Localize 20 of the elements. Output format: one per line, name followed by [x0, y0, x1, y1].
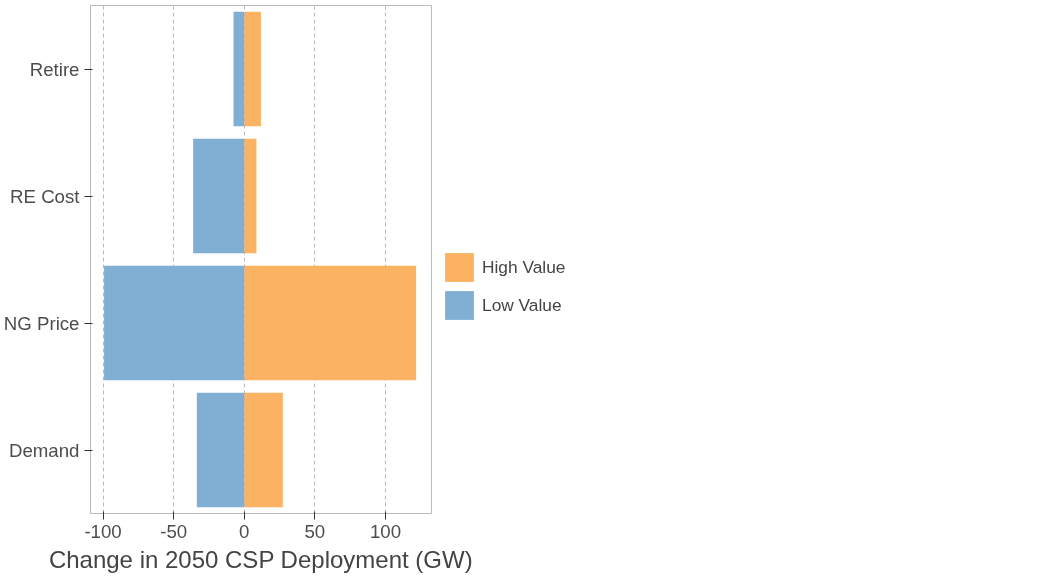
y-tick-label: Retire: [29, 58, 80, 80]
bar: [196, 392, 245, 508]
x-axis-title: Change in 2050 CSP Deployment (GW): [48, 545, 473, 573]
x-tick-label: 50: [304, 520, 326, 542]
x-tick-label: 0: [239, 520, 250, 542]
bar: [233, 11, 245, 127]
bar: [104, 265, 245, 381]
bar: [193, 138, 245, 254]
bar: [244, 138, 257, 254]
x-tick-label: -100: [84, 520, 122, 542]
y-tick-label: Demand: [8, 439, 80, 461]
y-tick-label: RE Cost: [10, 185, 81, 207]
bar: [244, 11, 261, 127]
bar: [244, 392, 283, 508]
x-tick-label: -50: [160, 520, 188, 542]
legend-label: High Value: [482, 256, 566, 278]
legend-label: Low Value: [482, 294, 562, 316]
bar: [244, 265, 417, 381]
x-tick-label: 100: [369, 520, 402, 542]
y-tick-label: NG Price: [3, 312, 80, 334]
